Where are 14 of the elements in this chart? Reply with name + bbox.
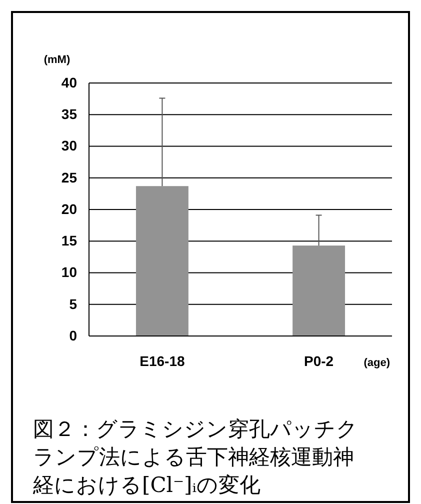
y-tick-label: 35 [61, 106, 78, 122]
y-tick-label: 10 [61, 264, 78, 280]
y-axis-title: (mM) [44, 54, 70, 66]
caption: 図２：グラミシジン穿孔パッチクランプ法による舌下神経核運動神経における[Cl⁻]ᵢの変化 [32, 417, 358, 497]
y-tick-label: 40 [61, 74, 78, 90]
y-tick-label: 30 [61, 138, 78, 154]
y-tick-label: 5 [69, 296, 78, 312]
x-tick-label: E16-18 [140, 352, 185, 369]
y-tick-label: 25 [61, 169, 78, 186]
x-axis-title: (age) [364, 357, 390, 369]
y-tick-label: 15 [61, 232, 78, 249]
x-tick-label: P0-2 [304, 352, 334, 369]
y-tick-label: 20 [61, 200, 78, 217]
y-tick-label: 0 [69, 327, 78, 344]
